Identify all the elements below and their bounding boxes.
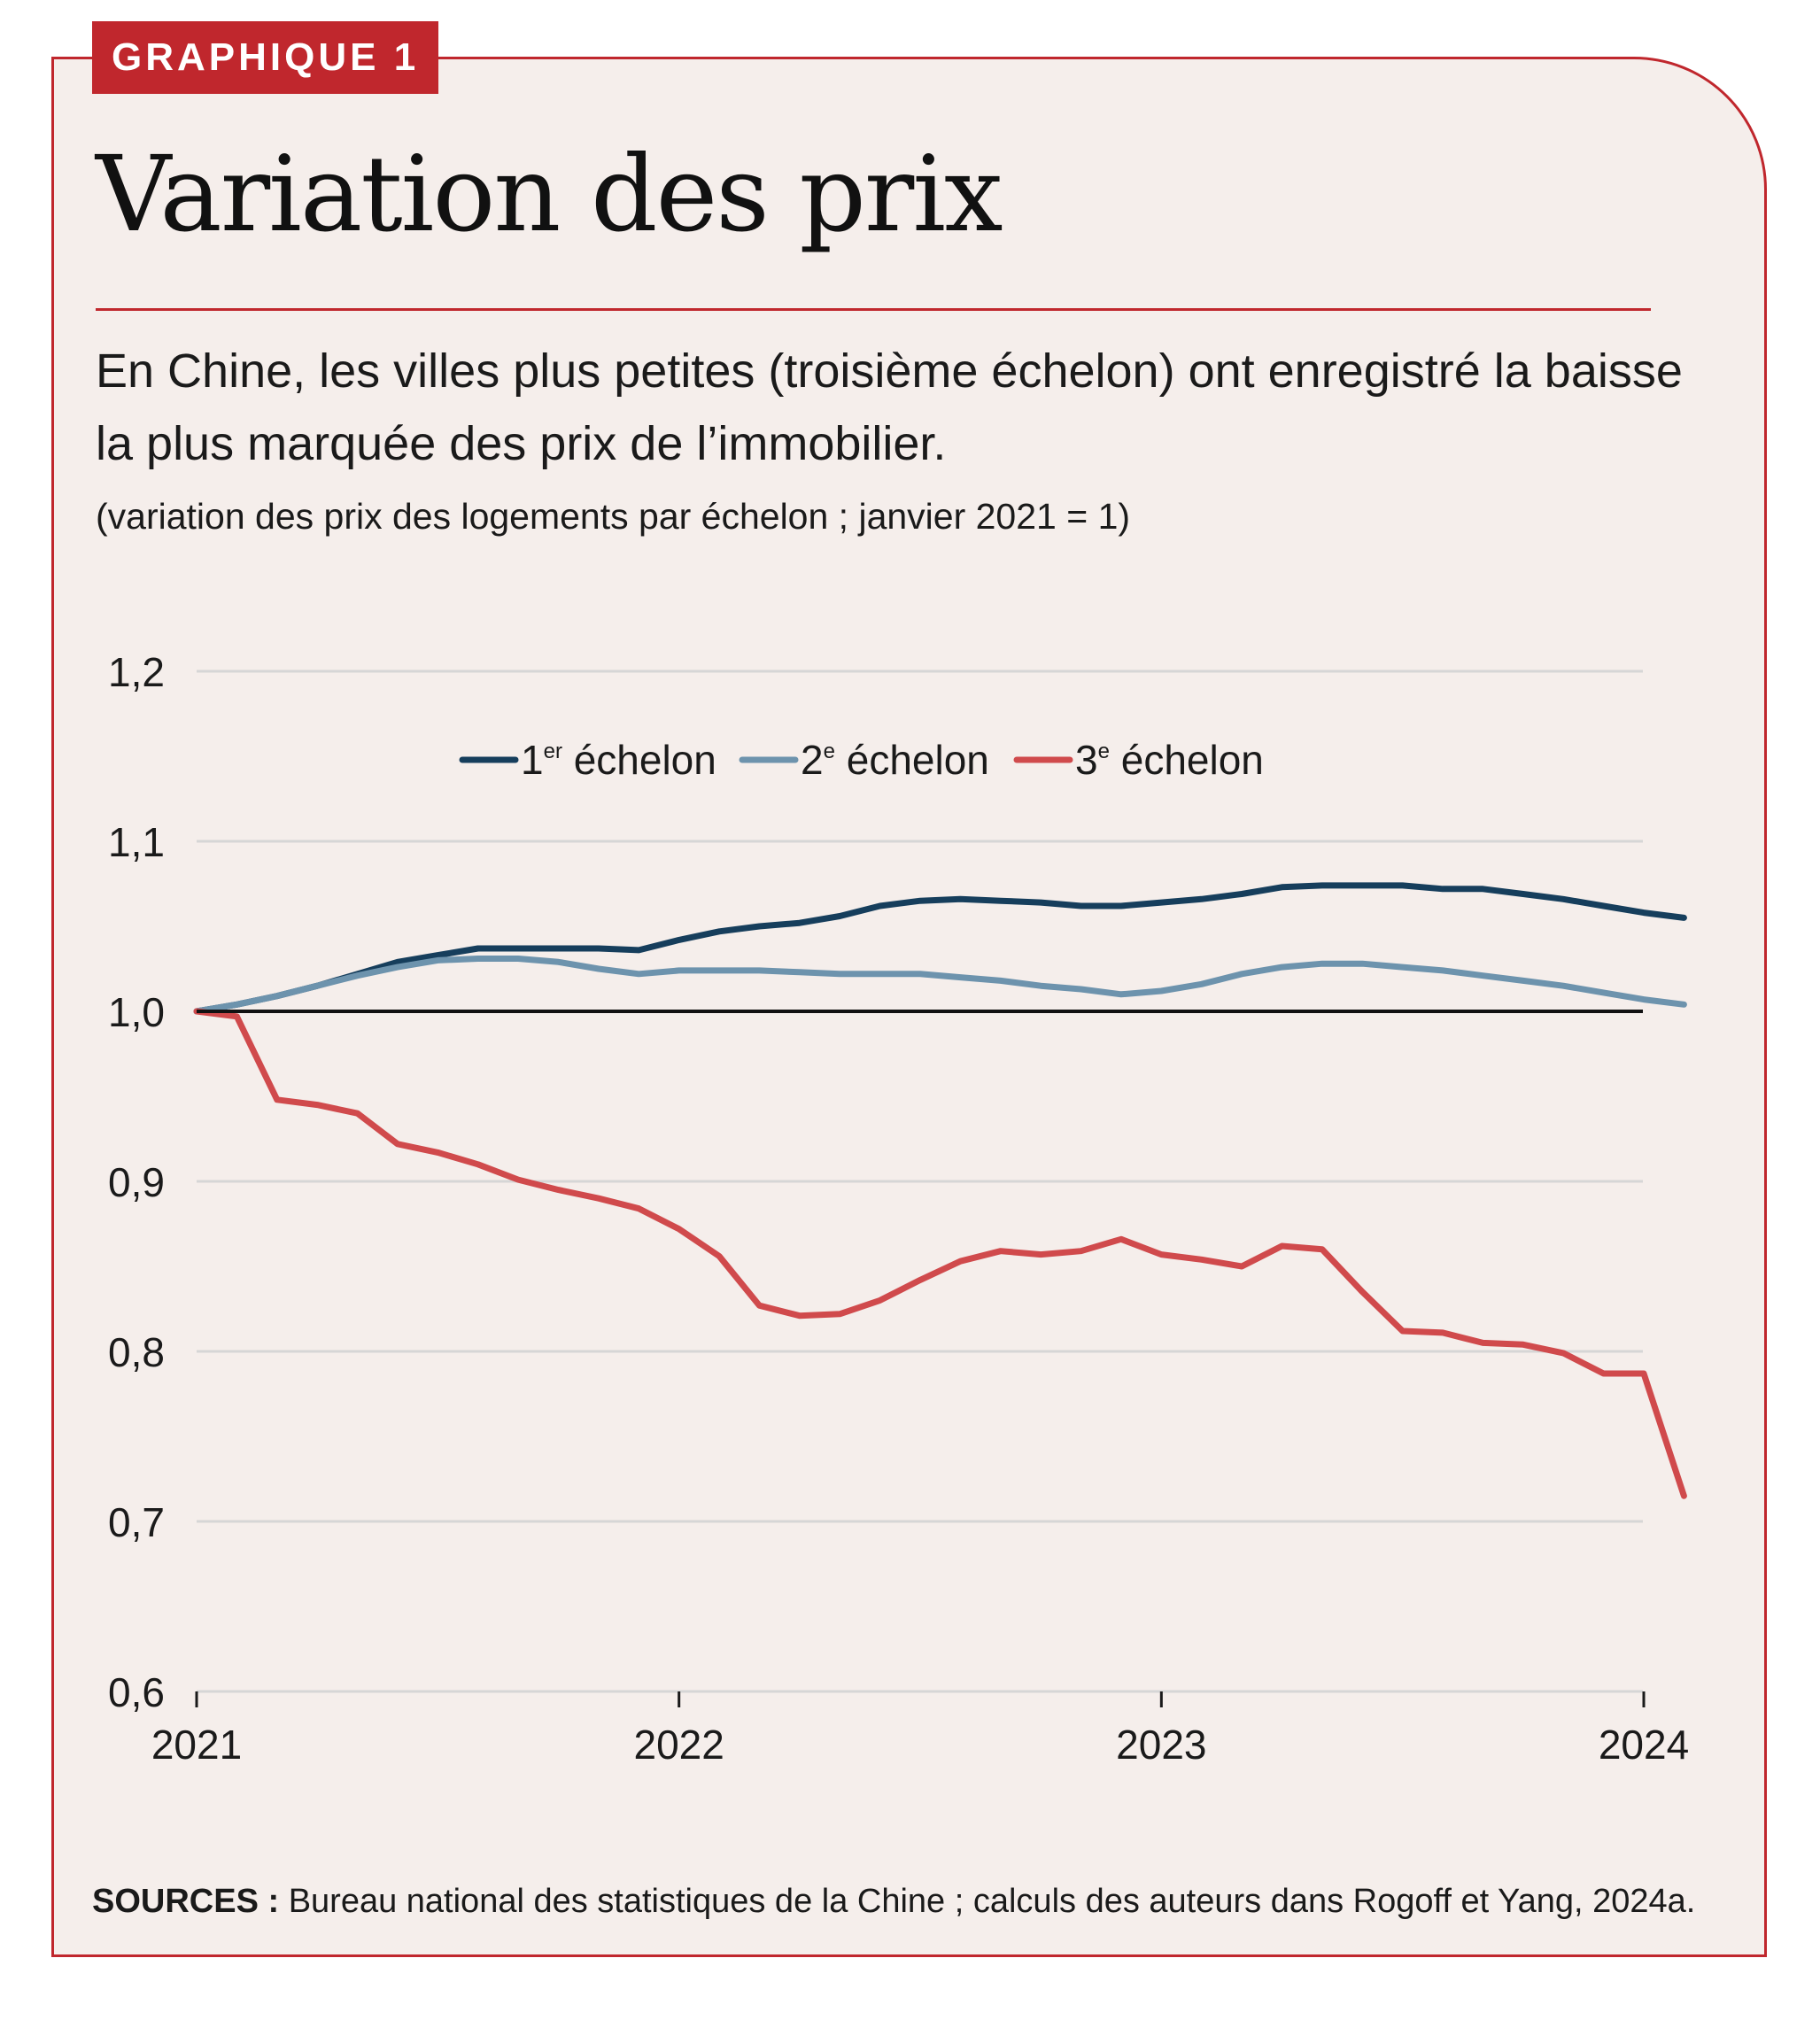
legend-label: 2e échelon: [801, 737, 989, 783]
series-line-2: [193, 956, 1687, 1015]
sources-label: SOURCES :: [92, 1883, 280, 1920]
chart-subtitle: En Chine, les villes plus petites (trois…: [96, 344, 1683, 470]
series-line-1: [193, 882, 1687, 1015]
title-divider: [96, 308, 1651, 311]
y-tick-label: 0,8: [108, 1329, 165, 1375]
chart-unit-note: (variation des prix des logements par éc…: [96, 496, 1131, 537]
x-tick-label: 2022: [633, 1722, 724, 1768]
x-tick-label: 2023: [1116, 1722, 1206, 1768]
y-tick-label: 0,7: [108, 1499, 165, 1545]
legend-label: 3e échelon: [1075, 737, 1264, 783]
sources-note: SOURCES : Bureau national des statistiqu…: [92, 1883, 1695, 1921]
y-tick-label: 0,9: [108, 1159, 165, 1205]
chart-title: Variation des prix: [96, 133, 1003, 255]
chart-card: [51, 57, 1767, 1957]
x-tick-label: 2021: [151, 1722, 242, 1768]
y-tick-label: 1,2: [108, 649, 165, 695]
y-tick-label: 0,6: [108, 1669, 165, 1715]
legend-label: 1er échelon: [521, 737, 716, 783]
y-tick-label: 1,1: [108, 819, 165, 865]
figure-tag: GRAPHIQUE 1: [92, 21, 439, 94]
y-tick-label: 1,0: [108, 989, 165, 1035]
x-tick-label: 2024: [1599, 1722, 1689, 1768]
series-line-3: [193, 1008, 1687, 1499]
sources-text: Bureau national des statistiques de la C…: [279, 1883, 1696, 1920]
